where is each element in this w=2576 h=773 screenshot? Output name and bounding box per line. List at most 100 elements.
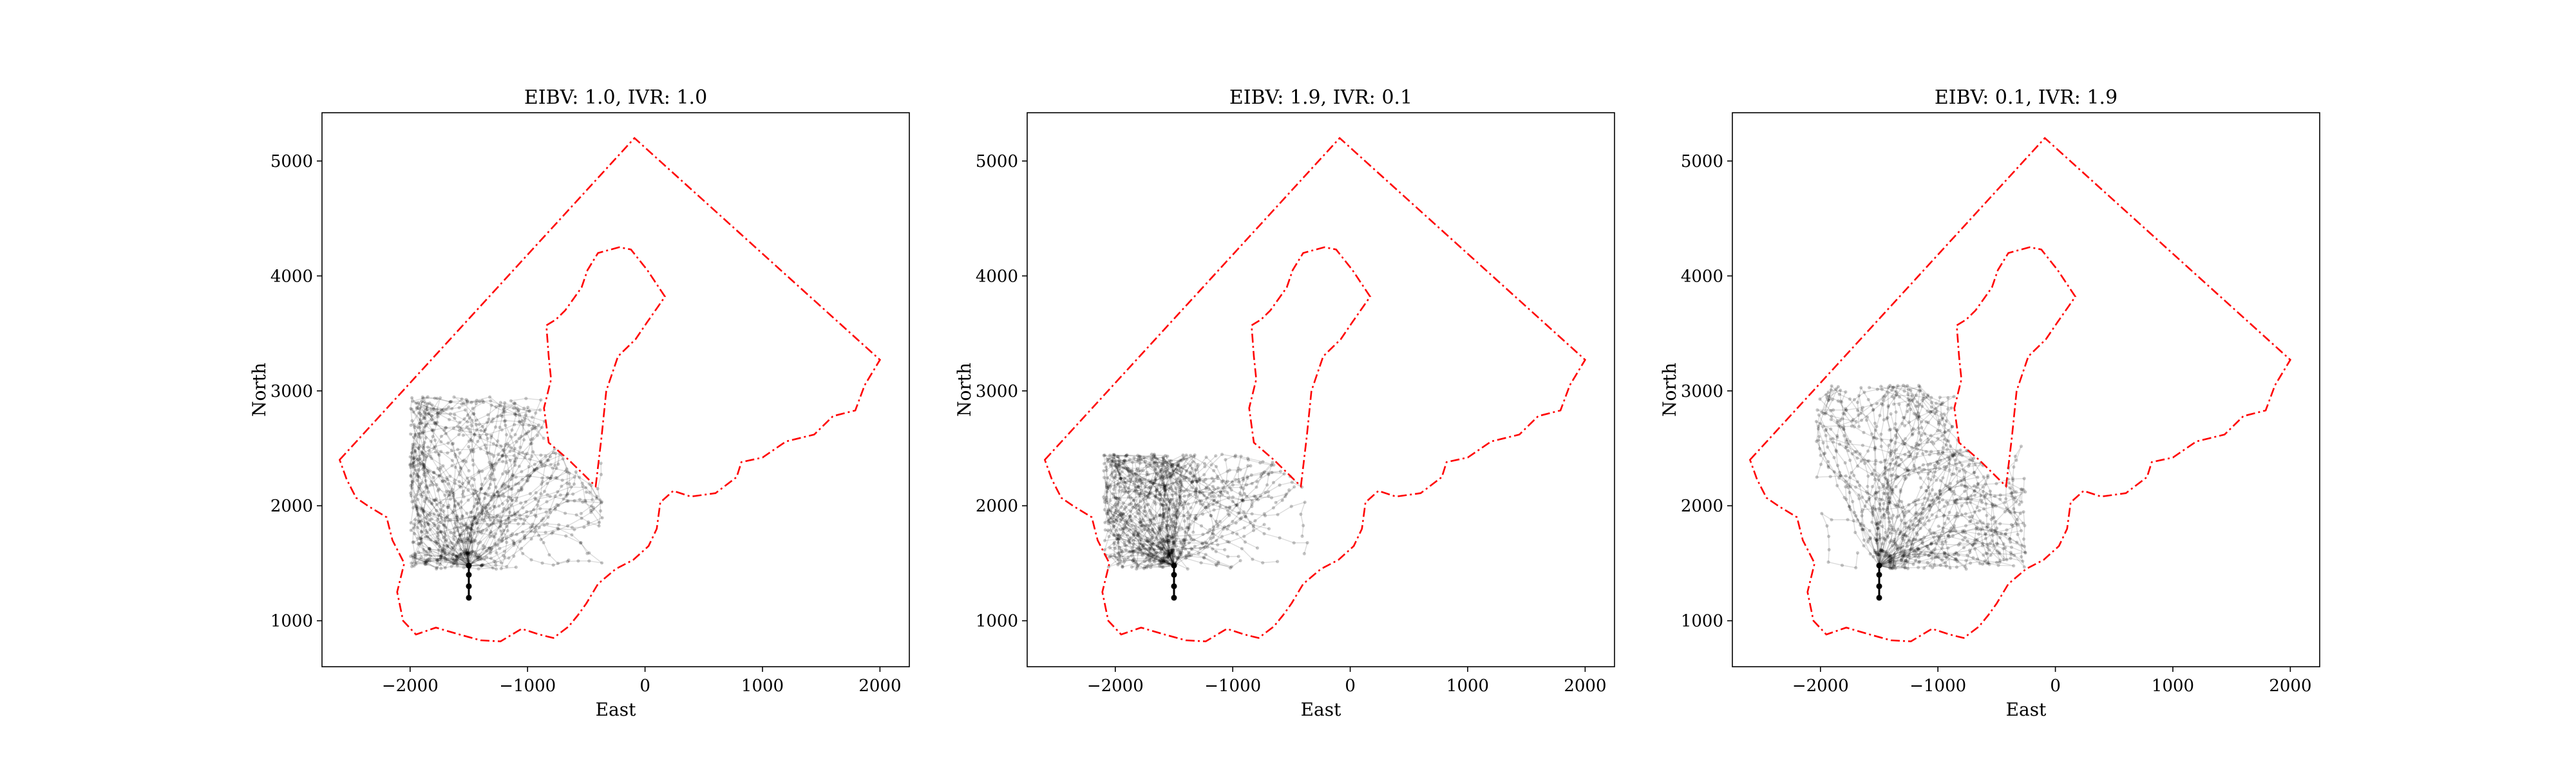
- trajectory-point: [1893, 462, 1897, 466]
- trajectory-point: [1126, 555, 1130, 560]
- trajectory-point: [502, 482, 506, 486]
- trajectory-point: [1165, 476, 1169, 480]
- trajectory-point: [1140, 524, 1144, 528]
- trajectory-point: [1914, 412, 1918, 416]
- trajectory-point: [1889, 531, 1893, 535]
- trajectory-point: [513, 463, 517, 467]
- trajectory-point: [455, 529, 460, 533]
- trajectory-point: [1838, 470, 1842, 475]
- trajectory-point: [1877, 506, 1881, 510]
- trajectory-point: [1835, 434, 1839, 438]
- trajectory-point: [1155, 555, 1159, 559]
- trajectory-point: [480, 482, 484, 486]
- trajectory-point: [1168, 471, 1172, 475]
- trajectory-point: [1927, 553, 1931, 558]
- trajectory-point: [491, 521, 495, 525]
- trajectory-point: [527, 464, 531, 469]
- trajectory-point: [1121, 511, 1124, 516]
- trajectory-point: [522, 406, 526, 410]
- trajectory-point: [462, 566, 466, 569]
- trajectory-point: [1172, 529, 1176, 533]
- trajectory-point: [1242, 526, 1246, 530]
- trajectory-point: [1122, 523, 1126, 527]
- trajectory-point: [450, 546, 454, 550]
- trajectory-point: [1917, 426, 1920, 430]
- trajectory-point: [556, 504, 560, 508]
- trajectory-point: [1874, 459, 1878, 463]
- trajectory-point: [1177, 525, 1181, 529]
- trajectory-point: [1168, 524, 1172, 528]
- trajectory-point: [1952, 524, 1956, 528]
- trajectory-point: [1928, 503, 1932, 508]
- trajectory-point: [492, 493, 496, 497]
- trajectory-point: [409, 484, 413, 488]
- trajectory-point: [466, 559, 470, 563]
- trajectory-point: [516, 510, 520, 514]
- trajectory-point: [1173, 513, 1178, 517]
- trajectory-point: [409, 528, 413, 532]
- trajectory-point: [417, 406, 422, 410]
- trajectory-point: [503, 405, 507, 408]
- trajectory-point: [514, 513, 518, 517]
- trajectory-point: [1142, 509, 1146, 513]
- trajectory-point: [484, 514, 488, 519]
- trajectory-point: [519, 486, 524, 490]
- trajectory-point: [1148, 559, 1151, 564]
- trajectory-point: [1973, 540, 1976, 545]
- trajectory-point: [1958, 461, 1962, 464]
- trajectory-point: [421, 395, 424, 399]
- trajectory-point: [1203, 464, 1207, 469]
- trajectory-point: [1118, 554, 1122, 558]
- trajectory-point: [1141, 518, 1145, 522]
- trajectory-point: [1135, 468, 1139, 472]
- trajectory-point: [1989, 553, 1993, 557]
- trajectory-point: [1909, 407, 1913, 412]
- trajectory-point: [1122, 459, 1126, 463]
- trajectory-point: [428, 548, 431, 551]
- trajectory-point: [1897, 504, 1900, 508]
- trajectory-point: [1861, 528, 1865, 531]
- trajectory-point: [1160, 524, 1164, 528]
- trajectory-point: [1900, 544, 1904, 548]
- trajectory-point: [1894, 484, 1898, 489]
- trajectory-point: [1859, 523, 1862, 527]
- trajectory-point: [1235, 469, 1239, 473]
- trajectory-point: [1118, 528, 1122, 531]
- trajectory-point: [1907, 552, 1911, 557]
- trajectory-point: [1984, 532, 1988, 537]
- trajectory-point: [488, 515, 491, 519]
- trajectory-point: [447, 503, 451, 508]
- trajectory-point: [1179, 502, 1182, 507]
- trajectory-point: [1839, 399, 1842, 403]
- trajectory-point: [493, 560, 498, 564]
- trajectory-point: [1169, 551, 1173, 555]
- trajectory-point: [1829, 437, 1833, 441]
- trajectory-point: [2012, 490, 2016, 494]
- trajectory-point: [477, 511, 480, 515]
- trajectory-point: [1144, 490, 1148, 494]
- trajectory-point: [532, 508, 536, 511]
- trajectory-point: [1895, 475, 1899, 479]
- trajectory-point: [548, 510, 553, 515]
- trajectory-point: [1240, 498, 1244, 502]
- trajectory-point: [1940, 558, 1944, 562]
- trajectory-point: [1860, 528, 1864, 531]
- trajectory-point: [421, 462, 425, 466]
- trajectory-point: [489, 403, 493, 407]
- trajectory-point: [438, 530, 442, 534]
- trajectory-point: [1188, 515, 1191, 519]
- trajectory-point: [510, 475, 514, 479]
- trajectory-point: [1848, 397, 1852, 401]
- trajectory-path: [1162, 453, 1273, 598]
- trajectory-point: [431, 498, 435, 502]
- trajectory-point: [599, 461, 603, 465]
- trajectory-point: [419, 537, 422, 540]
- trajectory-point: [1143, 524, 1147, 528]
- trajectory-point: [425, 468, 429, 472]
- trajectory-point: [551, 530, 555, 534]
- trajectory-point: [1104, 485, 1108, 489]
- trajectory-point: [465, 551, 469, 555]
- trajectory-point: [462, 551, 466, 555]
- trajectory-point: [1826, 464, 1830, 468]
- trajectory-point: [428, 557, 432, 560]
